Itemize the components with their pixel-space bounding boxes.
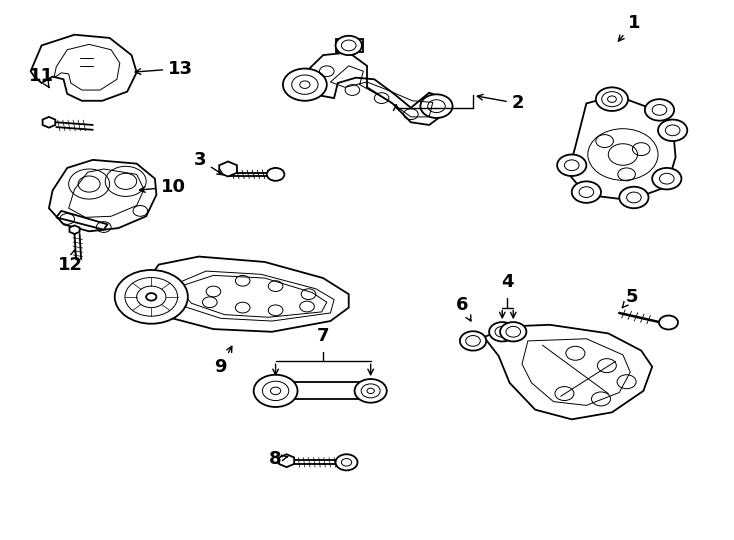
Text: 9: 9 bbox=[214, 346, 232, 376]
Circle shape bbox=[495, 326, 509, 337]
Circle shape bbox=[146, 293, 156, 301]
Text: 13: 13 bbox=[135, 59, 193, 78]
Text: 2: 2 bbox=[477, 94, 524, 112]
Circle shape bbox=[460, 331, 486, 350]
Polygon shape bbox=[275, 382, 371, 400]
Text: 4: 4 bbox=[501, 273, 514, 292]
Circle shape bbox=[627, 192, 642, 203]
Polygon shape bbox=[335, 39, 363, 52]
Polygon shape bbox=[31, 35, 137, 101]
Circle shape bbox=[578, 121, 668, 188]
Circle shape bbox=[596, 87, 628, 111]
Polygon shape bbox=[568, 96, 675, 200]
Circle shape bbox=[557, 154, 586, 176]
Circle shape bbox=[355, 379, 387, 403]
Circle shape bbox=[341, 40, 356, 51]
Circle shape bbox=[335, 454, 357, 470]
Circle shape bbox=[579, 187, 594, 198]
Text: 7: 7 bbox=[317, 327, 330, 345]
Circle shape bbox=[572, 181, 601, 203]
Circle shape bbox=[263, 381, 288, 401]
Circle shape bbox=[361, 384, 380, 398]
Circle shape bbox=[335, 36, 362, 55]
Text: 6: 6 bbox=[456, 296, 471, 321]
Circle shape bbox=[428, 100, 446, 113]
Circle shape bbox=[283, 69, 327, 101]
Circle shape bbox=[291, 75, 318, 94]
Polygon shape bbox=[57, 211, 107, 230]
Circle shape bbox=[367, 388, 374, 394]
Circle shape bbox=[254, 375, 297, 407]
Circle shape bbox=[506, 326, 520, 337]
Circle shape bbox=[564, 160, 579, 171]
Circle shape bbox=[653, 168, 681, 190]
Polygon shape bbox=[70, 225, 79, 234]
Polygon shape bbox=[301, 52, 444, 125]
Circle shape bbox=[115, 270, 188, 323]
Circle shape bbox=[137, 286, 166, 308]
Circle shape bbox=[608, 96, 617, 103]
Circle shape bbox=[619, 187, 649, 208]
Circle shape bbox=[299, 81, 310, 89]
Text: 5: 5 bbox=[622, 288, 638, 308]
Circle shape bbox=[421, 94, 453, 118]
Polygon shape bbox=[49, 160, 156, 231]
Text: 8: 8 bbox=[269, 450, 288, 468]
Circle shape bbox=[270, 387, 280, 395]
Polygon shape bbox=[219, 161, 237, 177]
Text: 3: 3 bbox=[194, 151, 223, 175]
Text: 1: 1 bbox=[619, 14, 640, 41]
Circle shape bbox=[659, 315, 678, 329]
Circle shape bbox=[489, 322, 515, 341]
Circle shape bbox=[465, 335, 480, 346]
Text: 10: 10 bbox=[139, 178, 186, 195]
Polygon shape bbox=[484, 325, 653, 420]
Circle shape bbox=[341, 458, 352, 466]
Polygon shape bbox=[279, 454, 294, 467]
Polygon shape bbox=[43, 117, 55, 127]
Circle shape bbox=[665, 125, 680, 136]
Circle shape bbox=[500, 322, 526, 341]
Circle shape bbox=[602, 92, 622, 107]
Circle shape bbox=[659, 173, 674, 184]
Circle shape bbox=[125, 278, 178, 316]
Circle shape bbox=[267, 168, 284, 181]
Text: 12: 12 bbox=[59, 249, 84, 274]
Polygon shape bbox=[137, 256, 349, 332]
Text: 11: 11 bbox=[29, 66, 54, 87]
Circle shape bbox=[658, 119, 687, 141]
Circle shape bbox=[645, 99, 674, 120]
Circle shape bbox=[653, 105, 666, 115]
